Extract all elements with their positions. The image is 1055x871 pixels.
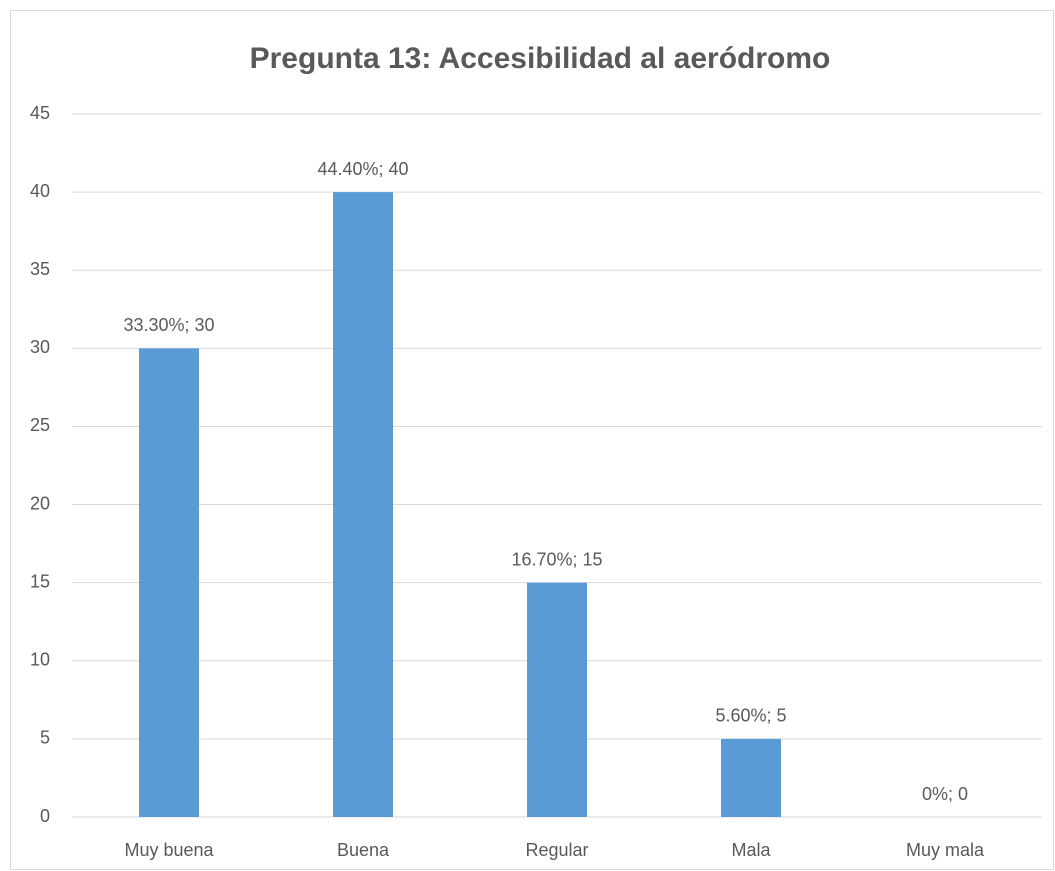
- bar: [333, 192, 393, 818]
- x-tick-label: Muy mala: [906, 840, 985, 860]
- data-label: 16.70%; 15: [511, 549, 602, 569]
- y-tick-label: 0: [40, 806, 50, 826]
- data-label: 44.40%; 40: [317, 159, 408, 179]
- data-label: 33.30%; 30: [123, 315, 214, 335]
- y-tick-label: 5: [40, 728, 50, 748]
- y-tick-label: 35: [30, 259, 50, 279]
- data-label: 5.60%; 5: [715, 706, 786, 726]
- y-tick-label: 30: [30, 337, 50, 357]
- x-tick-label: Muy buena: [124, 840, 214, 860]
- y-tick-label: 10: [30, 650, 50, 670]
- y-tick-label: 25: [30, 415, 50, 435]
- data-label: 0%; 0: [922, 784, 968, 804]
- bar: [721, 738, 781, 817]
- y-tick-label: 40: [30, 181, 50, 201]
- chart-title: Pregunta 13: Accesibilidad al aeródromo: [250, 42, 831, 75]
- bar: [139, 348, 199, 817]
- x-tick-label: Regular: [525, 840, 588, 860]
- x-tick-label: Buena: [337, 840, 390, 860]
- y-tick-label: 15: [30, 571, 50, 591]
- x-tick-label: Mala: [731, 840, 771, 860]
- y-tick-label: 45: [30, 103, 50, 123]
- bar: [527, 582, 587, 817]
- y-tick-label: 20: [30, 493, 50, 513]
